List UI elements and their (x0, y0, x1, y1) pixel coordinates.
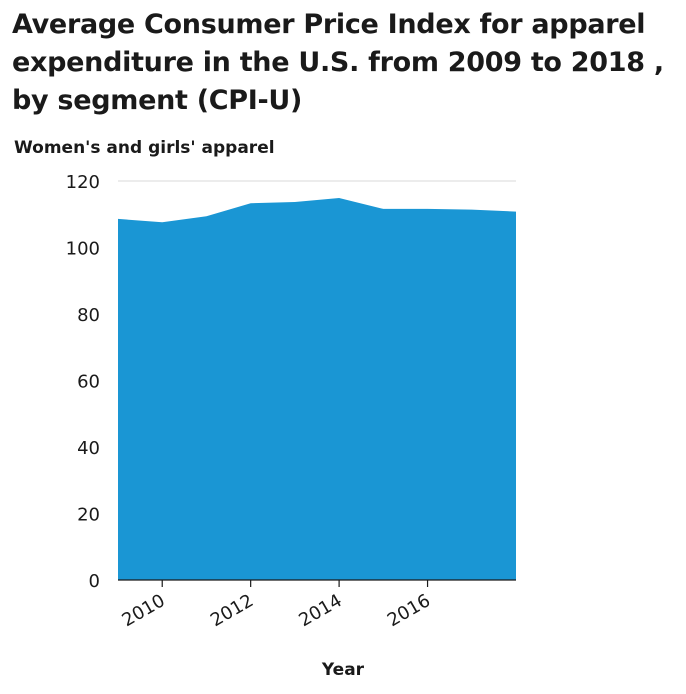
y-tick-label-100: 100 (66, 239, 100, 260)
x-tick-label-2014: 2014 (295, 590, 345, 631)
y-axis-label: Women's and girls' apparel (14, 138, 275, 158)
y-tick-label-120: 120 (66, 172, 100, 193)
y-tick-label-80: 80 (77, 305, 100, 326)
x-tick-label-2016: 2016 (384, 590, 434, 631)
x-tick-label-2010: 2010 (119, 590, 169, 631)
y-tick-label-40: 40 (77, 438, 100, 459)
y-tick-label-20: 20 (77, 505, 100, 526)
y-tick-label-0: 0 (89, 571, 100, 592)
chart-title: Average Consumer Price Index for apparel… (12, 9, 664, 116)
area-series-0 (118, 197, 516, 580)
y-tick-label-60: 60 (77, 372, 100, 393)
x-tick-label-2012: 2012 (207, 590, 257, 631)
x-axis-label: Year (321, 660, 365, 680)
